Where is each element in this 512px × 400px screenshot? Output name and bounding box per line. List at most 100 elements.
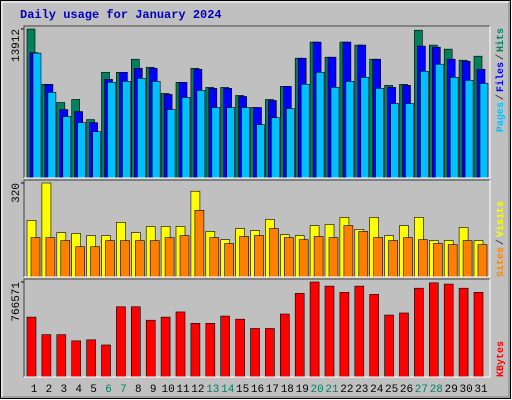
bar: [149, 240, 160, 278]
bar: [250, 328, 260, 378]
x-tick-label: 4: [75, 384, 82, 396]
bar: [107, 82, 116, 179]
bar: [462, 240, 473, 278]
x-tick-label: 2: [46, 384, 53, 396]
x-tick-label: 22: [340, 384, 353, 396]
x-tick-label: 7: [120, 384, 127, 396]
legend: Pages / Files / Hits: [495, 28, 507, 132]
x-tick-label: 18: [281, 384, 294, 396]
y-tick-label: 766571: [11, 282, 23, 322]
bar: [26, 316, 37, 378]
bar: [479, 83, 489, 179]
bar: [160, 316, 171, 378]
bar: [315, 71, 325, 179]
bar: [105, 240, 115, 278]
bar: [71, 340, 81, 378]
legend: KBytes: [496, 341, 507, 377]
bar: [418, 239, 428, 278]
x-tick-label: 20: [310, 384, 323, 396]
bar: [164, 237, 175, 278]
bar: [181, 97, 191, 179]
bar: [32, 52, 42, 179]
bar: [135, 240, 145, 278]
bar: [434, 63, 444, 179]
x-tick-label: 19: [296, 384, 309, 396]
bar: [265, 328, 275, 378]
bar: [137, 78, 146, 179]
y-tick-label: 13912: [11, 29, 23, 62]
bar: [328, 237, 339, 278]
x-tick-label: 29: [445, 384, 458, 396]
bar: [75, 246, 85, 278]
y-tick-label: 320: [11, 183, 23, 203]
bar: [375, 88, 385, 179]
bar: [131, 306, 141, 378]
x-tick-label: 12: [191, 384, 204, 396]
legend-separator: /: [495, 54, 507, 60]
panel-bevel: [23, 25, 490, 178]
bar: [330, 87, 340, 179]
x-tick-label: 16: [251, 384, 264, 396]
x-tick-label: 21: [325, 384, 339, 396]
bar: [271, 117, 280, 179]
bar: [283, 237, 294, 278]
chart-title: Daily usage for January 2024: [20, 8, 222, 22]
bar: [447, 244, 458, 278]
legend-entry: Pages: [496, 102, 507, 132]
x-tick-label: 31: [474, 384, 488, 396]
x-tick-label: 5: [90, 384, 97, 396]
bar: [175, 311, 186, 378]
bar: [388, 240, 398, 278]
bar: [390, 103, 399, 179]
x-tick-label: 9: [150, 384, 157, 396]
x-tick-label: 27: [415, 384, 428, 396]
x-tick-label: 14: [221, 384, 235, 396]
bar: [369, 294, 380, 378]
x-tick-label: 23: [355, 384, 368, 396]
legend-entry: Sites: [495, 247, 507, 277]
bar: [120, 240, 130, 278]
x-tick-label: 24: [370, 384, 384, 396]
bar: [384, 314, 394, 378]
bar: [420, 70, 429, 179]
bar: [41, 334, 52, 378]
bar: [56, 334, 67, 378]
panel-bevel: [23, 179, 490, 277]
bar: [92, 131, 101, 179]
bar: [403, 237, 413, 278]
legend-separator: /: [495, 94, 507, 100]
legend-separator: /: [495, 239, 507, 245]
bar: [239, 236, 249, 278]
bar: [360, 77, 370, 179]
bar: [464, 80, 474, 179]
bar: [122, 81, 131, 179]
bar: [358, 231, 369, 278]
bar: [194, 210, 205, 278]
bar: [60, 240, 71, 278]
bar: [90, 246, 100, 278]
legend-entry: Hits: [495, 28, 507, 52]
x-tick-label: 13: [206, 384, 219, 396]
panel-bevel: [24, 279, 491, 378]
bar: [298, 239, 309, 278]
legend-entry: Files: [495, 62, 507, 92]
bar: [220, 315, 230, 378]
bar: [414, 287, 424, 378]
x-tick-label: 3: [60, 384, 67, 396]
bar: [313, 236, 324, 278]
bar: [256, 124, 265, 179]
bar: [166, 109, 176, 179]
x-tick-label: 10: [161, 384, 174, 396]
bar: [458, 287, 469, 378]
bar: [77, 122, 86, 179]
x-tick-label: 8: [135, 384, 142, 396]
bar: [101, 344, 111, 378]
bar: [151, 81, 161, 179]
legend: Sites / Visits: [495, 201, 507, 277]
bar: [432, 243, 443, 278]
x-tick-label: 26: [400, 384, 413, 396]
bar: [443, 283, 454, 378]
x-tick-label: 25: [385, 384, 398, 396]
